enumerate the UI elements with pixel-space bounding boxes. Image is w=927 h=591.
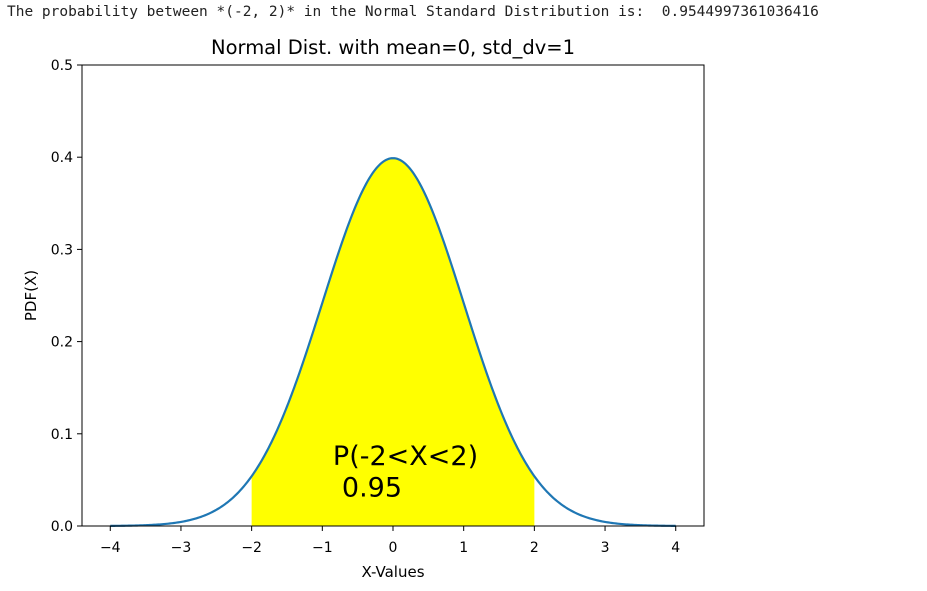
- annotation-probability-value: 0.95: [342, 472, 402, 503]
- y-tick-label: 0.3: [51, 242, 73, 258]
- x-tick-label: −2: [241, 540, 262, 556]
- x-tick-label: −4: [100, 540, 121, 556]
- y-axis-label: PDF(X): [22, 270, 40, 321]
- chart-title: Normal Dist. with mean=0, std_dv=1: [211, 36, 575, 59]
- probability-output: The probability between *(-2, 2)* in the…: [7, 4, 819, 20]
- y-tick-label: 0.1: [51, 427, 73, 443]
- output-message: The probability between *(-2, 2)* in the…: [7, 4, 645, 20]
- output-value: 0.9544997361036416: [661, 4, 819, 20]
- y-tick-label: 0.4: [51, 150, 73, 166]
- x-tick-label: 2: [530, 540, 539, 556]
- x-tick-label: 1: [459, 540, 468, 556]
- y-tick-label: 0.5: [51, 58, 73, 74]
- x-tick-label: −1: [312, 540, 333, 556]
- probability-fill-area: [251, 158, 535, 526]
- x-tick-label: 4: [671, 540, 680, 556]
- y-tick-label: 0.0: [51, 519, 73, 535]
- tick-layer: −4 −3 −2 −1 0 1 2 3 4 0.0 0.1 0.2 0.3 0.4 0.5: [51, 58, 681, 556]
- x-tick-label: 0: [389, 540, 398, 556]
- x-axis-label: X-Values: [361, 563, 424, 581]
- x-tick-label: 3: [601, 540, 610, 556]
- annotation-probability-range: P(-2<X<2): [333, 441, 478, 472]
- plot-layer: [110, 157, 676, 527]
- pdf-curve: [110, 157, 676, 527]
- y-tick-label: 0.2: [51, 335, 73, 351]
- x-tick-label: −3: [171, 540, 192, 556]
